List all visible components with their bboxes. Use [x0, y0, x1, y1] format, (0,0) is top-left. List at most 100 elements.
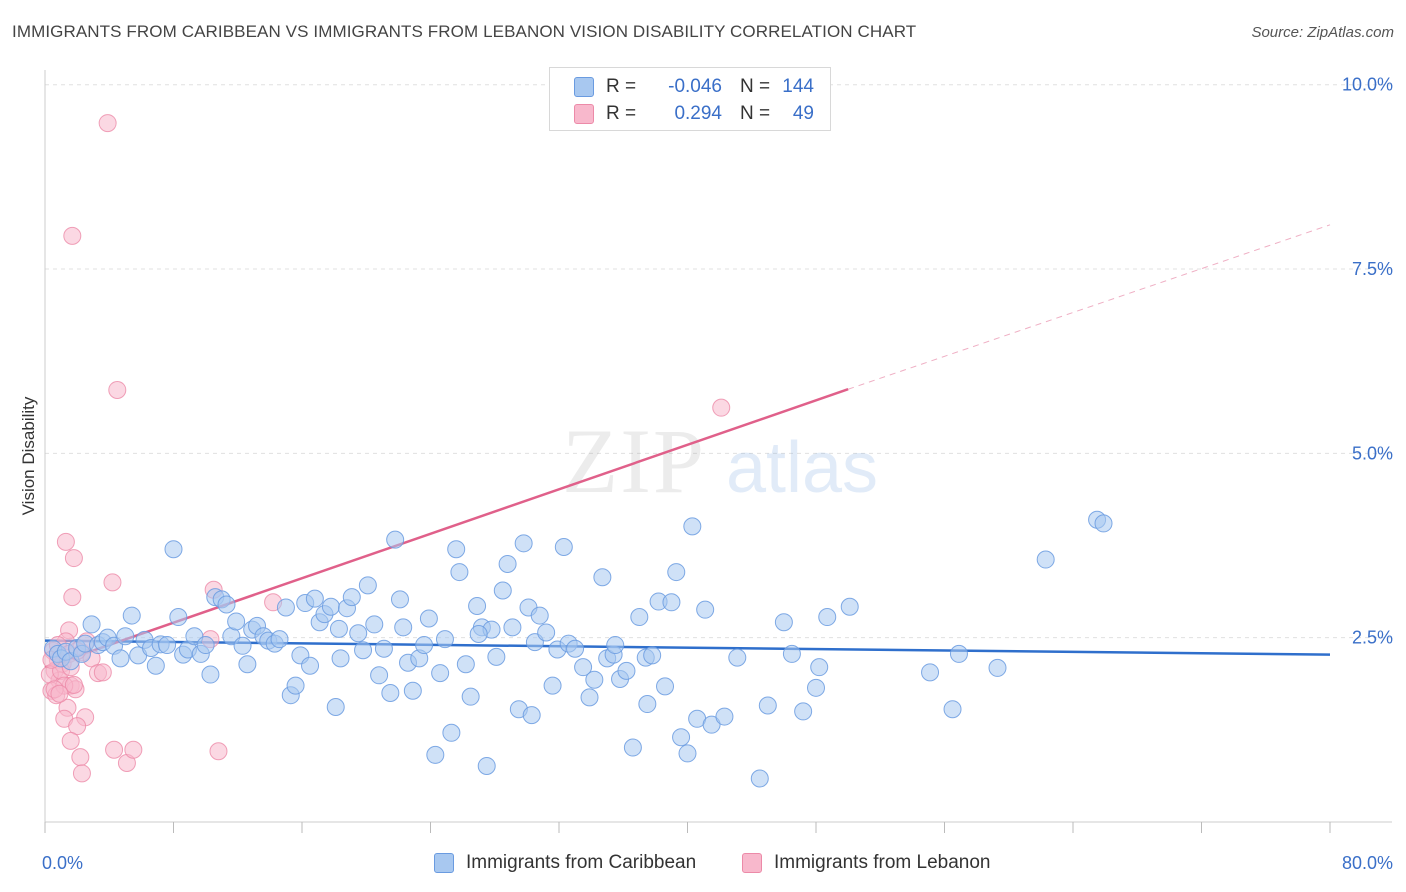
trend-lines — [44, 224, 1331, 669]
caribbean-point — [662, 593, 681, 612]
caribbean-point — [921, 663, 940, 682]
legend-item-caribbean[interactable]: Immigrants from Caribbean — [434, 852, 696, 874]
caribbean-point — [988, 658, 1007, 677]
legend-label-lebanon: Immigrants from Lebanon — [774, 852, 991, 873]
lebanon-point — [56, 532, 75, 551]
lebanon-swatch — [574, 104, 594, 124]
lebanon-point — [124, 740, 143, 759]
caribbean-point — [487, 647, 506, 666]
caribbean-point — [365, 615, 384, 634]
caribbean-point — [585, 670, 604, 689]
caribbean-point — [702, 715, 721, 734]
caribbean-point — [326, 697, 345, 716]
caribbean-point — [606, 636, 625, 655]
caribbean-point — [419, 609, 438, 628]
caribbean-point — [530, 606, 549, 625]
caribbean-point — [370, 666, 389, 685]
caribbean-point — [593, 568, 612, 587]
caribbean-point — [342, 588, 361, 607]
lebanon-point — [93, 663, 112, 682]
lebanon-point — [108, 380, 127, 399]
n-label: N = — [740, 76, 771, 97]
lebanon-point — [209, 742, 228, 761]
lebanon-trend-line — [44, 388, 849, 669]
caribbean-point — [638, 695, 657, 714]
stats-row-lebanon: R = 0.294 N = 49 — [574, 101, 814, 127]
source-label: Source: ZipAtlas.com — [1251, 24, 1394, 41]
caribbean-point — [217, 595, 236, 614]
caribbean-point — [403, 681, 422, 700]
caribbean-point — [286, 676, 305, 695]
n-value: 144 — [782, 76, 814, 97]
x-tick-label: 0.0% — [42, 853, 83, 873]
caribbean-point — [435, 630, 454, 649]
lebanon-point — [63, 588, 82, 607]
caribbean-point — [750, 769, 769, 788]
caribbean-point — [696, 600, 715, 619]
lebanon-point — [64, 549, 83, 568]
caribbean-point — [82, 615, 101, 634]
caribbean-point — [301, 656, 320, 675]
n-label: N = — [740, 103, 771, 124]
caribbean-point — [426, 745, 445, 764]
caribbean-point — [782, 644, 801, 663]
stats-row-caribbean: R = -0.046 N = 144 — [574, 74, 814, 100]
caribbean-point — [447, 540, 466, 559]
r-label: R = — [606, 76, 637, 97]
caribbean-point — [728, 648, 747, 667]
caribbean-point — [574, 658, 593, 677]
caribbean-point — [415, 636, 434, 655]
caribbean-point — [329, 619, 348, 638]
caribbean-point — [672, 728, 691, 747]
caribbean-point — [111, 649, 130, 668]
caribbean-point — [683, 517, 702, 536]
caribbean-point — [580, 688, 599, 707]
caribbean-point — [543, 676, 562, 695]
y-tick-label: 10.0% — [1342, 75, 1393, 95]
caribbean-point — [623, 738, 642, 757]
caribbean-legend-swatch — [434, 853, 454, 873]
caribbean-point — [468, 596, 487, 615]
caribbean-point — [158, 636, 177, 655]
lebanon-point — [50, 684, 69, 703]
r-value: 0.294 — [674, 103, 722, 124]
lebanon-point — [71, 748, 90, 767]
caribbean-point — [522, 706, 541, 725]
caribbean-point — [270, 630, 289, 649]
caribbean-point — [498, 554, 517, 573]
lebanon-point — [105, 740, 124, 759]
caribbean-point — [537, 623, 556, 642]
caribbean-point — [840, 597, 859, 616]
watermark-zip: ZIP — [562, 410, 706, 512]
caribbean-point — [196, 636, 215, 655]
caribbean-point — [164, 540, 183, 559]
stats-legend: R = -0.046 N = 144 R = 0.294 N = 49 — [549, 67, 831, 131]
caribbean-point — [643, 646, 662, 665]
n-value: 49 — [792, 103, 814, 124]
series-legend: Immigrants from Caribbean Immigrants fro… — [0, 852, 1406, 878]
caribbean-point — [477, 756, 496, 775]
caribbean-point — [450, 563, 469, 582]
caribbean-points — [44, 510, 1113, 788]
caribbean-point — [818, 608, 837, 627]
caribbean-point — [390, 590, 409, 609]
caribbean-point — [169, 608, 188, 627]
caribbean-point — [374, 639, 393, 658]
legend-label-caribbean: Immigrants from Caribbean — [466, 852, 697, 873]
y-axis-label: Vision Disability — [19, 396, 38, 515]
y-tick-label: 5.0% — [1352, 443, 1393, 463]
y-tick-label: 2.5% — [1352, 628, 1393, 648]
caribbean-point — [566, 639, 585, 658]
caribbean-point — [233, 636, 252, 655]
tick-labels: 2.5% 5.0% 7.5% 10.0% 0.0% 80.0% — [42, 75, 1393, 873]
caribbean-point — [943, 700, 962, 719]
caribbean-point — [431, 664, 450, 683]
caribbean-point — [678, 744, 697, 763]
caribbean-point — [201, 665, 220, 684]
legend-item-lebanon[interactable]: Immigrants from Lebanon — [742, 852, 991, 874]
lebanon-point — [64, 675, 83, 694]
caribbean-point — [667, 563, 686, 582]
caribbean-point — [794, 702, 813, 721]
caribbean-point — [514, 534, 533, 553]
caribbean-point — [321, 597, 340, 616]
